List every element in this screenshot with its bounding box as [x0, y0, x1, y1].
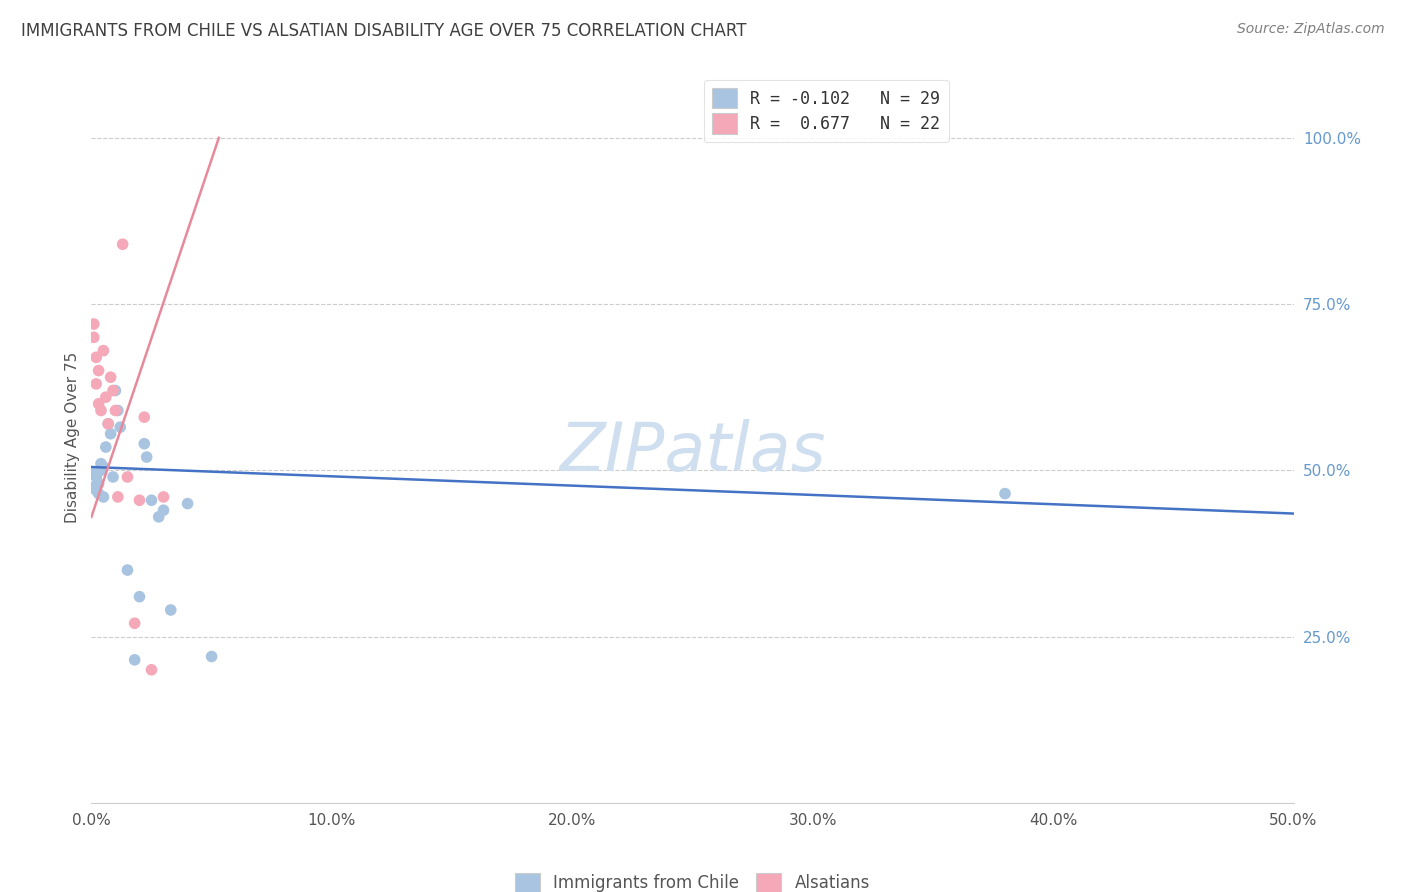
Point [152, 503, 174, 517]
Y-axis label: Disability Age Over 75: Disability Age Over 75 [65, 351, 80, 523]
Point [107, 403, 129, 417]
Point [97, 417, 120, 431]
Point [84, 483, 107, 498]
Point [100, 426, 122, 441]
Text: Source: ZipAtlas.com: Source: ZipAtlas.com [1237, 22, 1385, 37]
Point [141, 493, 163, 508]
Point [111, 237, 134, 252]
Point [87, 476, 110, 491]
Point [1378, 128, 1400, 142]
Point [135, 450, 157, 464]
Point [90, 403, 112, 417]
Point [994, 486, 1017, 500]
Point [201, 649, 224, 664]
Point [87, 363, 110, 377]
Point [134, 410, 156, 425]
Text: ZIPatlas: ZIPatlas [560, 418, 825, 484]
Point [117, 563, 139, 577]
Point [107, 490, 129, 504]
Point [128, 493, 150, 508]
Point [159, 603, 181, 617]
Point [124, 616, 146, 631]
Point [87, 397, 110, 411]
Point [83, 467, 105, 481]
Point [124, 653, 146, 667]
Point [83, 317, 105, 331]
Point [90, 463, 112, 477]
Point [104, 403, 127, 417]
Text: IMMIGRANTS FROM CHILE VS ALSATIAN DISABILITY AGE OVER 75 CORRELATION CHART: IMMIGRANTS FROM CHILE VS ALSATIAN DISABI… [21, 22, 747, 40]
Point [87, 486, 110, 500]
Point [176, 497, 198, 511]
Legend: Immigrants from Chile, Alsatians: Immigrants from Chile, Alsatians [509, 866, 876, 892]
Point [100, 370, 122, 384]
Point [84, 376, 107, 391]
Point [97, 417, 120, 431]
Point [93, 460, 115, 475]
Point [94, 440, 117, 454]
Point [152, 490, 174, 504]
Point [93, 343, 115, 358]
Point [84, 470, 107, 484]
Point [104, 384, 127, 398]
Point [93, 490, 115, 504]
Point [117, 470, 139, 484]
Point [94, 390, 117, 404]
Point [101, 384, 124, 398]
Point [101, 470, 124, 484]
Point [83, 330, 105, 344]
Point [83, 480, 105, 494]
Point [134, 436, 156, 450]
Point [84, 351, 107, 365]
Point [128, 590, 150, 604]
Point [141, 663, 163, 677]
Point [110, 420, 132, 434]
Point [148, 509, 170, 524]
Point [90, 457, 112, 471]
